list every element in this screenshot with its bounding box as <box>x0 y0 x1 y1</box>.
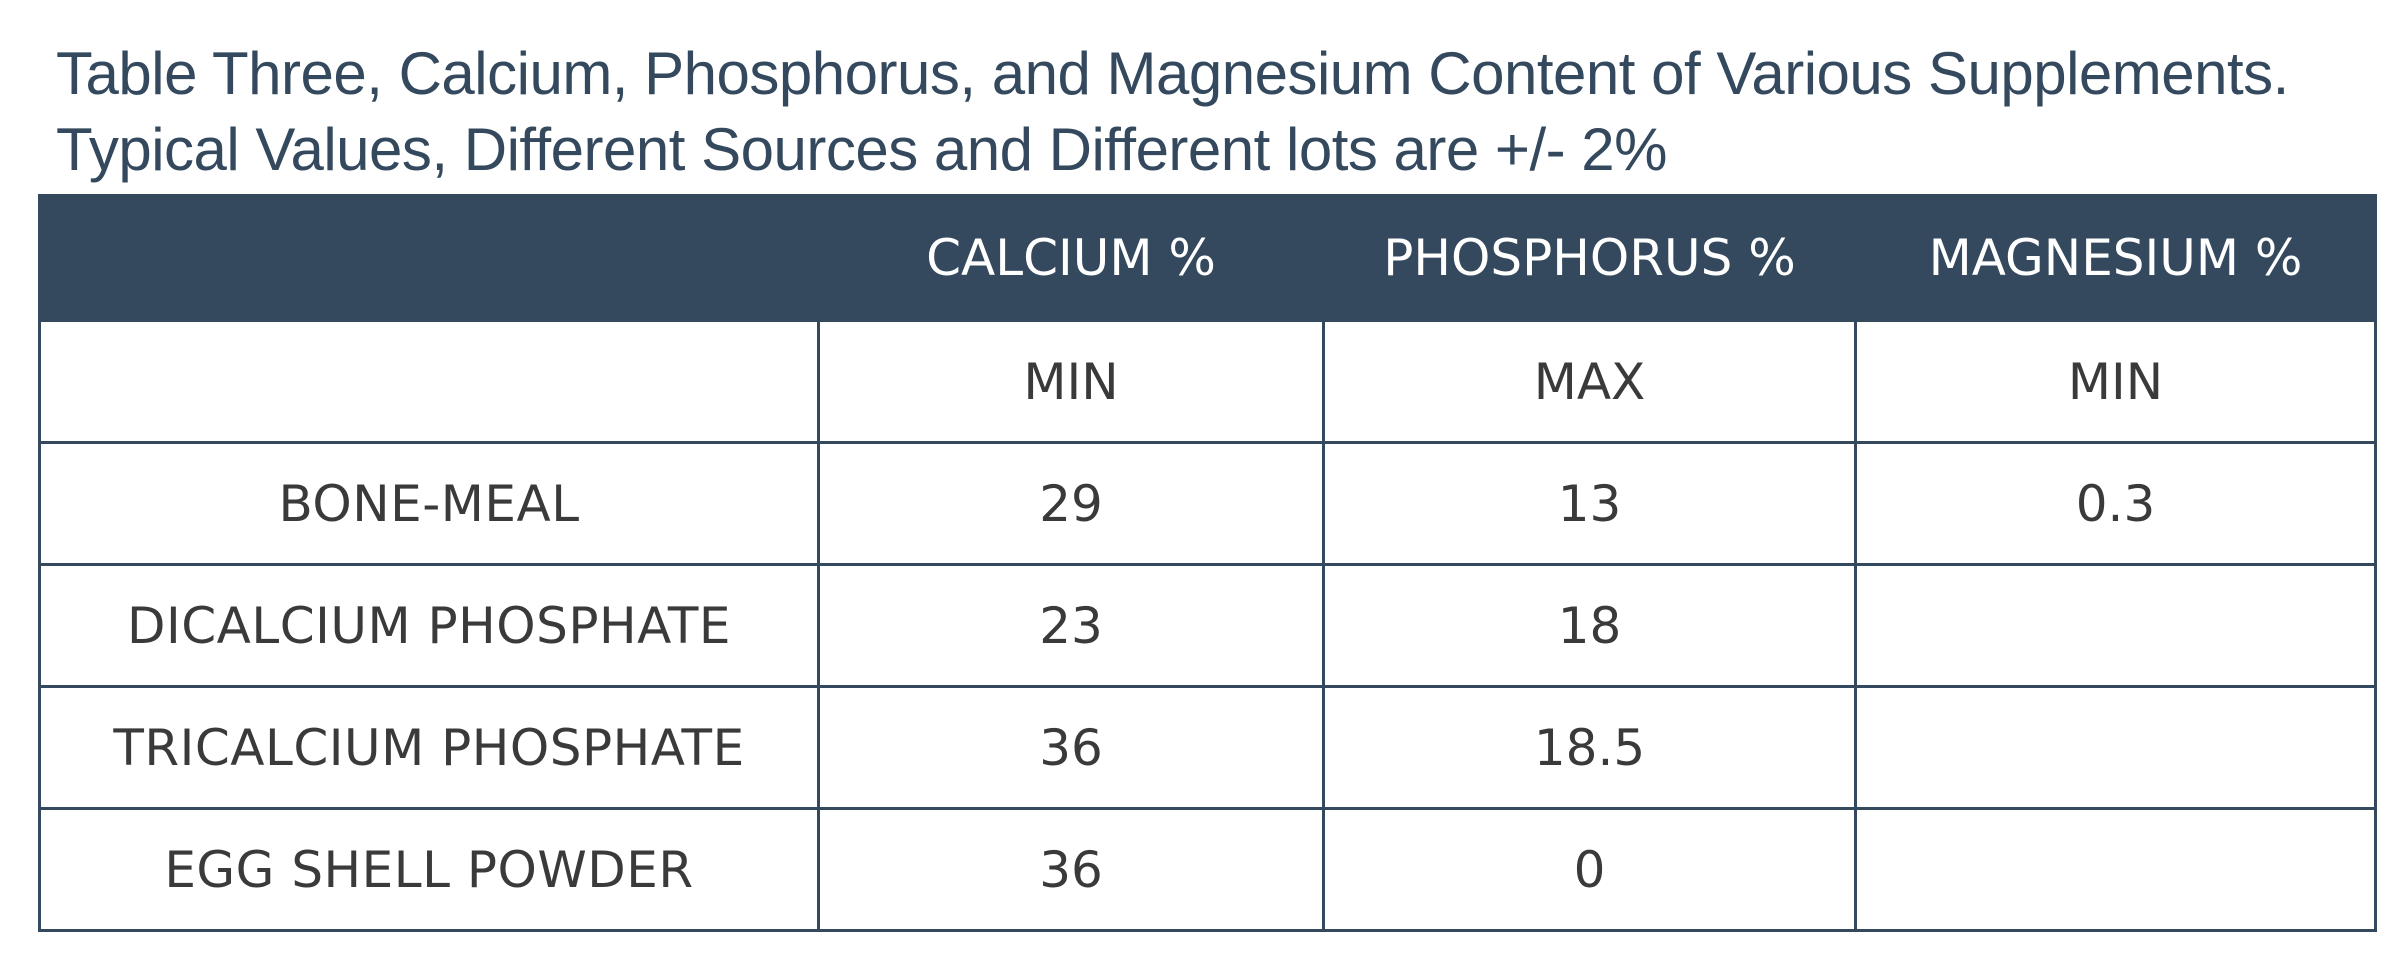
column-header-calcium: CALCIUM % <box>817 194 1325 322</box>
calcium-cell: 36 <box>817 807 1325 932</box>
table-row: TRICALCIUM PHOSPHATE 36 18.5 <box>38 685 2377 810</box>
phosphorus-cell: 18.5 <box>1322 685 1857 810</box>
row-label: BONE-MEAL <box>38 441 820 566</box>
calcium-cell: 23 <box>817 563 1325 688</box>
column-header-supplement <box>38 194 820 322</box>
supplements-table: CALCIUM % PHOSPHORUS % MAGNESIUM % MIN M… <box>38 194 2377 932</box>
column-header-phosphorus: PHOSPHORUS % <box>1322 194 1857 322</box>
subheader-cell: MIN <box>1854 319 2377 444</box>
table-row: BONE-MEAL 29 13 0.3 <box>38 441 2377 566</box>
column-header-magnesium: MAGNESIUM % <box>1854 194 2377 322</box>
magnesium-cell <box>1854 563 2377 688</box>
header-row: CALCIUM % PHOSPHORUS % MAGNESIUM % <box>38 194 2377 322</box>
magnesium-cell <box>1854 807 2377 932</box>
magnesium-cell <box>1854 685 2377 810</box>
phosphorus-cell: 18 <box>1322 563 1857 688</box>
calcium-cell: 29 <box>817 441 1325 566</box>
caption-line-1: Table Three, Calcium, Phosphorus, and Ma… <box>56 40 2289 107</box>
row-label: DICALCIUM PHOSPHATE <box>38 563 820 688</box>
calcium-cell: 36 <box>817 685 1325 810</box>
subheader-cell: MAX <box>1322 319 1857 444</box>
phosphorus-cell: 13 <box>1322 441 1857 566</box>
caption-line-2: Typical Values, Different Sources and Di… <box>56 116 1668 183</box>
table-row: DICALCIUM PHOSPHATE 23 18 <box>38 563 2377 688</box>
magnesium-cell: 0.3 <box>1854 441 2377 566</box>
table-row: EGG SHELL POWDER 36 0 <box>38 807 2377 932</box>
subheader-cell <box>38 319 820 444</box>
table-caption: Table Three, Calcium, Phosphorus, and Ma… <box>56 36 2396 188</box>
row-label: TRICALCIUM PHOSPHATE <box>38 685 820 810</box>
phosphorus-cell: 0 <box>1322 807 1857 932</box>
subheader-row: MIN MAX MIN <box>38 319 2377 444</box>
row-label: EGG SHELL POWDER <box>38 807 820 932</box>
subheader-cell: MIN <box>817 319 1325 444</box>
